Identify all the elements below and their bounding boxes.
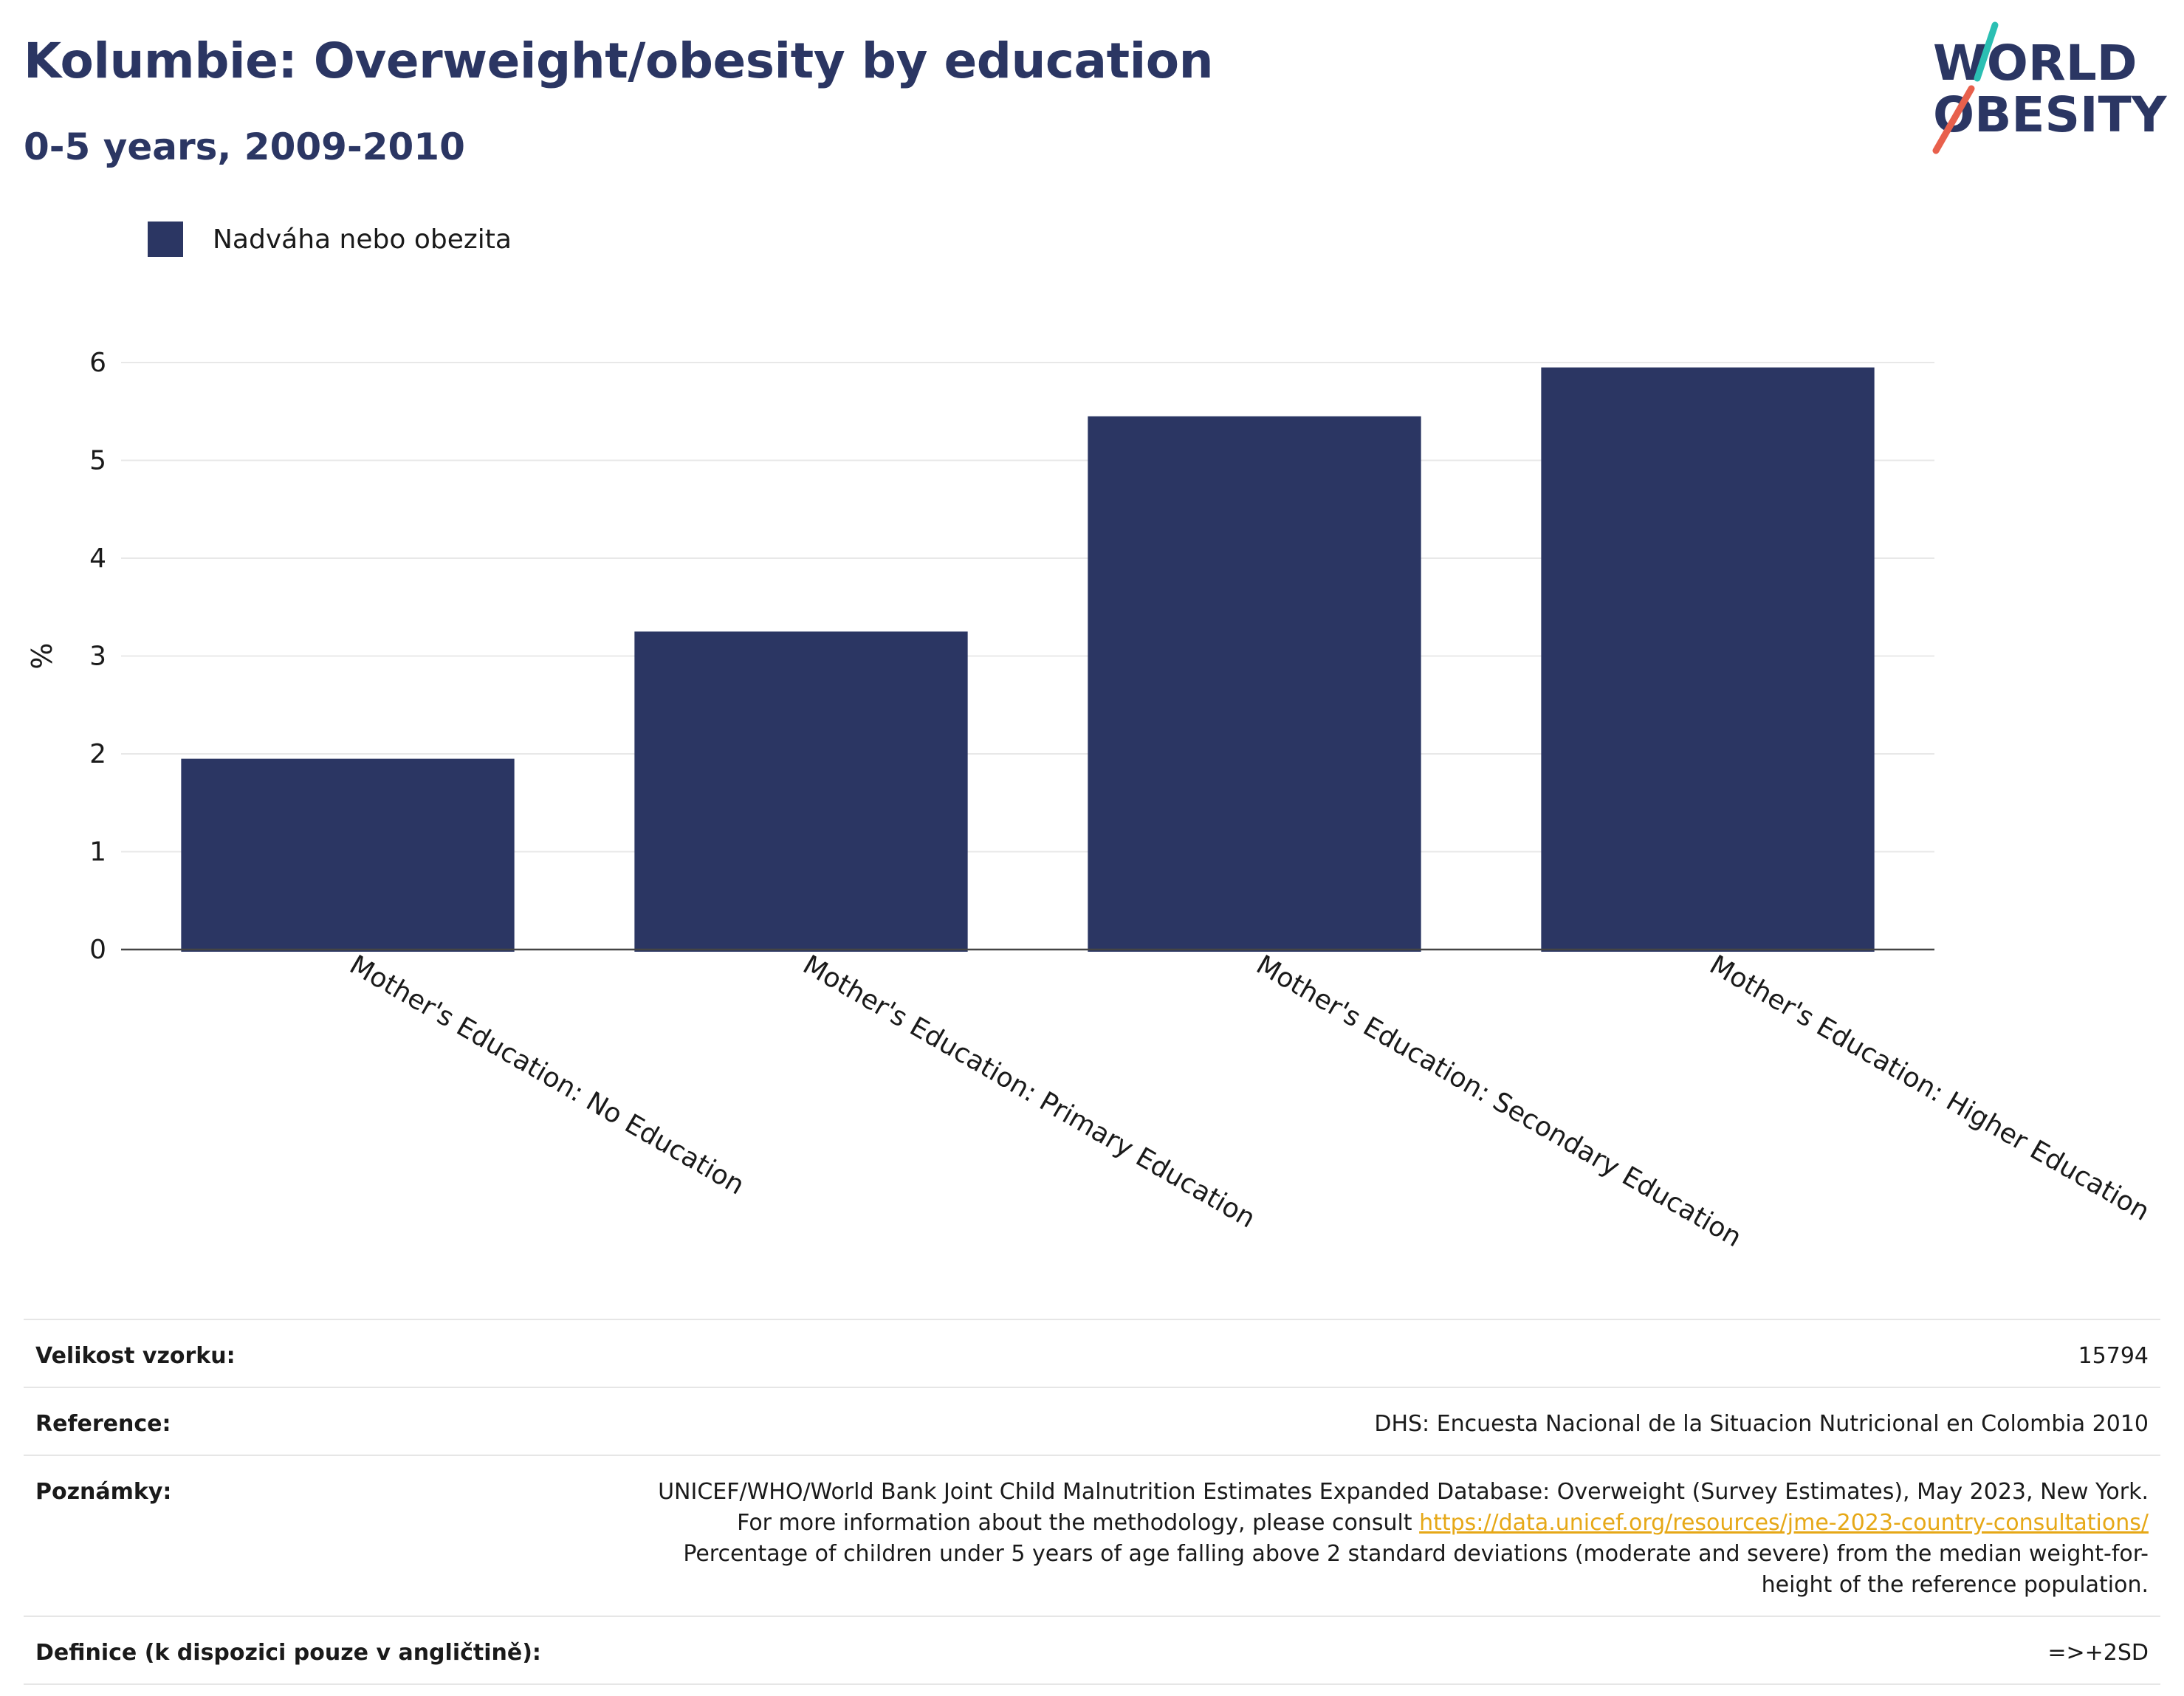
y-tick-label: 2 <box>89 739 106 769</box>
bar <box>181 758 515 952</box>
x-tick-label: Mother's Education: Secondary Education <box>1251 950 1747 1253</box>
y-tick-label: 3 <box>89 642 106 672</box>
info-value: UNICEF/WHO/World Bank Joint Child Malnut… <box>608 1455 2160 1617</box>
legend[interactable]: Nadváha nebo obezita <box>148 220 512 258</box>
info-row-sample-size: Velikost vzorku: 15794 <box>24 1319 2160 1388</box>
info-row-reference: Reference: DHS: Encuesta Nacional de la … <box>24 1387 2160 1456</box>
svg-text:WORLD: WORLD <box>1933 35 2137 92</box>
legend-swatch <box>148 222 183 257</box>
bar <box>1088 416 1421 952</box>
info-value: =>+2SD <box>608 1616 2160 1685</box>
bar-chart: 0 1 2 3 4 5 6% Mother's Education: No Education… <box>26 348 2155 1253</box>
info-value: DHS: Encuesta Nacional de la Situacion N… <box>608 1387 2160 1456</box>
world-obesity-logo: WORLD OBESITY <box>1932 21 2168 154</box>
y-tick-label: 1 <box>89 837 106 868</box>
x-tick-label: Mother's Education: Primary Education <box>798 950 1260 1234</box>
info-table: Velikost vzorku: 15794 Reference: DHS: E… <box>24 1319 2160 1685</box>
info-label: Definice (k dispozici pouze v angličtině… <box>24 1616 608 1685</box>
methodology-link[interactable]: https://data.unicef.org/resources/jme-20… <box>1419 1510 2149 1536</box>
legend-label: Nadváha nebo obezita <box>213 224 512 255</box>
info-row-definition: Definice (k dispozici pouze v angličtině… <box>24 1616 2160 1685</box>
bar <box>634 631 968 952</box>
notes-text-before: UNICEF/WHO/World Bank Joint Child Malnut… <box>658 1479 2149 1536</box>
info-label: Velikost vzorku: <box>24 1319 608 1388</box>
info-label: Poznámky: <box>24 1455 608 1617</box>
x-tick-label: Mother's Education: No Education <box>345 950 749 1201</box>
x-tick-label: Mother's Education: Higher Education <box>1705 950 2155 1227</box>
notes-text-after: Percentage of children under 5 years of … <box>683 1541 2149 1598</box>
chart-title: Kolumbie: Overweight/obesity by educatio… <box>24 32 1214 89</box>
info-row-notes: Poznámky: UNICEF/WHO/World Bank Joint Ch… <box>24 1455 2160 1617</box>
info-value: 15794 <box>608 1319 2160 1388</box>
info-label: Reference: <box>24 1387 608 1456</box>
y-tick-label: 4 <box>89 543 106 574</box>
y-tick-label: 6 <box>89 348 106 378</box>
svg-text:OBESITY: OBESITY <box>1933 86 2168 143</box>
y-tick-label: 5 <box>89 446 106 476</box>
y-axis-label: % <box>26 642 58 669</box>
y-tick-label: 0 <box>89 935 106 965</box>
chart-subtitle: 0-5 years, 2009-2010 <box>24 126 465 168</box>
bar <box>1541 367 1875 952</box>
